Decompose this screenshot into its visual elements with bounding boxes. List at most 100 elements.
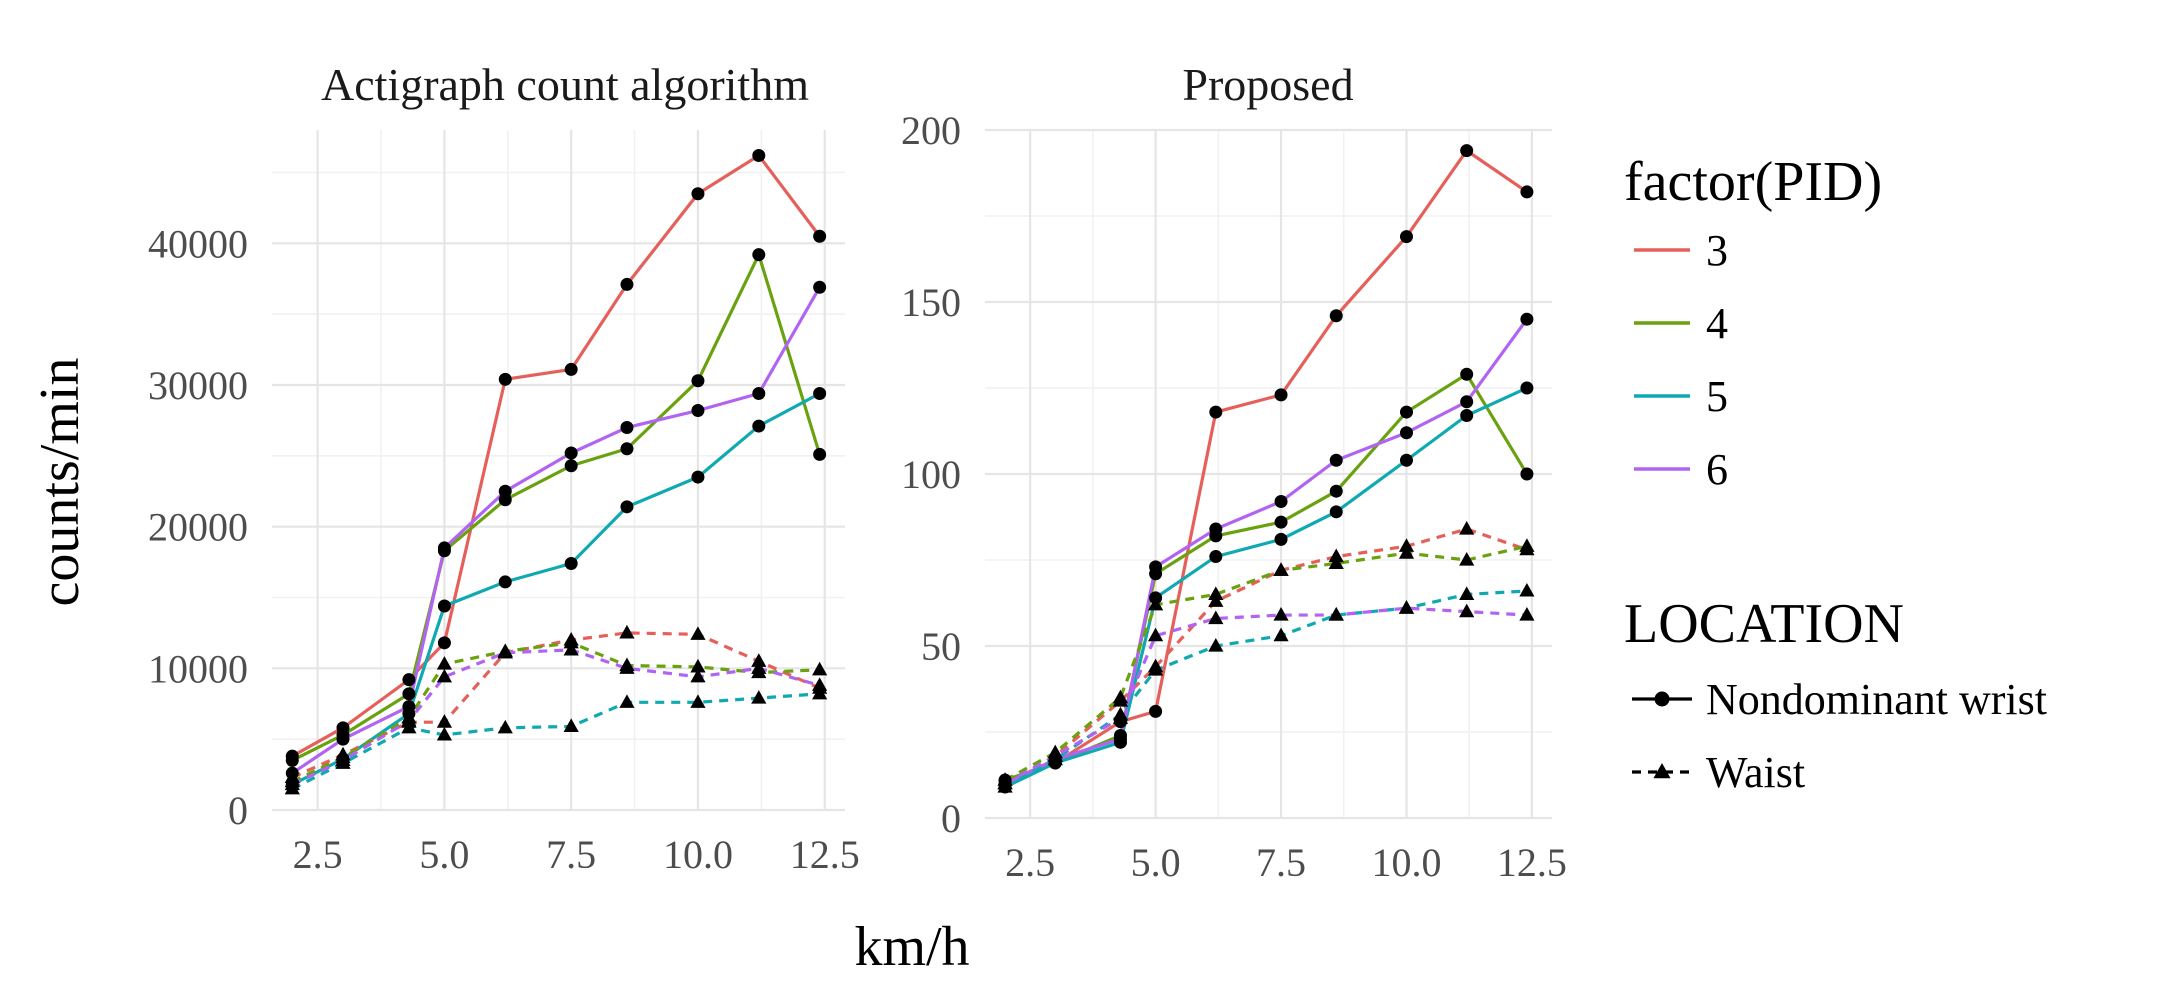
data-point-circle [620,442,633,455]
legend: factor(PID) 3 4 5 6 LOCATION Nondominant wr… [1624,151,2047,797]
y-tick-label: 30000 [148,363,248,408]
x-axis-title: km/h [854,916,969,978]
x-tick-label: 2.5 [1005,840,1055,885]
y-tick-label: 200 [901,108,961,153]
data-point-circle [1460,409,1473,422]
panel-proposed: 0 50 100 150 200 2.5 5.0 7.5 10.0 12.5 Proposed [901,59,1567,885]
y-tick-label: 150 [901,280,961,325]
data-point-triangle [437,714,452,728]
data-point-circle [1275,533,1288,546]
data-point-circle [565,557,578,570]
data-point-circle [620,278,633,291]
data-point-triangle [1459,521,1474,535]
data-point-circle [565,459,578,472]
data-point-circle [752,248,765,261]
data-point-triangle [1399,545,1414,559]
data-point-circle [402,673,415,686]
x-tick-label: 5.0 [419,832,469,877]
data-point-circle [752,387,765,400]
data-point-circle [499,373,512,386]
data-point-triangle [1273,628,1288,642]
data-point-circle [1400,426,1413,439]
data-point-circle [402,687,415,700]
data-point-circle [691,374,704,387]
panel-title-proposed: Proposed [1182,59,1353,110]
data-point-circle [1400,406,1413,419]
x-tick-label: 10.0 [1371,840,1441,885]
data-point-circle [438,636,451,649]
data-point-circle [1330,505,1343,518]
legend-label-pid-5: 5 [1706,372,1728,421]
y-tick-label: 0 [941,796,961,841]
legend-key-circle-marker [1655,692,1670,707]
y-tick-label: 50 [921,624,961,669]
legend-label-pid-4: 4 [1706,299,1728,348]
data-point-circle [1520,313,1533,326]
data-point-circle [620,500,633,513]
y-tick-label: 10000 [148,646,248,691]
series-line-pid-3-wrist [1005,151,1527,781]
x-tick-label: 12.5 [1497,840,1567,885]
data-point-circle [336,733,349,746]
data-point-circle [1209,550,1222,563]
series-line-pid-5-wrist [1005,388,1527,787]
y-tick-label: 40000 [148,221,248,266]
data-point-circle [691,404,704,417]
data-point-circle [813,281,826,294]
y-tick-label: 20000 [148,505,248,550]
data-point-circle [1275,388,1288,401]
x-tick-label: 5.0 [1131,840,1181,885]
series-line-pid-6-wrist [1005,319,1527,783]
data-point-triangle [751,660,766,674]
series-line-pid-5-waist [1005,591,1527,787]
legend-label-pid-3: 3 [1706,226,1728,275]
x-tick-label: 12.5 [790,832,860,877]
data-point-circle [1520,185,1533,198]
y-axis-title: counts/min [29,358,91,607]
data-point-circle [1330,485,1343,498]
data-point-triangle [437,656,452,670]
data-point-circle [565,447,578,460]
x-tick-label: 7.5 [546,832,596,877]
x-tick-label: 7.5 [1256,840,1306,885]
data-point-circle [1330,309,1343,322]
panel-actigraph: 010000200003000040000 2.5 5.0 7.5 10.0 12.5 … [148,59,860,877]
data-point-circle [752,149,765,162]
data-point-circle [499,485,512,498]
data-point-circle [620,421,633,434]
legend-label-location: Waist [1706,748,1805,797]
data-point-circle [1149,560,1162,573]
data-point-circle [1520,468,1533,481]
data-point-circle [286,754,299,767]
data-point-circle [813,387,826,400]
data-point-circle [1460,368,1473,381]
y-tick-label: 0 [228,788,248,833]
legend-color-title: factor(PID) [1624,151,1882,213]
legend-label-location: Nondominant wrist [1706,675,2047,724]
data-point-circle [1275,495,1288,508]
data-point-circle [1275,516,1288,529]
panel-title-actigraph: Actigraph count algorithm [321,59,809,110]
data-point-triangle [690,626,705,640]
data-point-circle [565,363,578,376]
data-point-circle [1460,144,1473,157]
data-point-triangle [498,720,513,734]
data-point-circle [1520,382,1533,395]
legend-linetype-title: LOCATION [1624,593,1904,655]
data-point-circle [1209,523,1222,536]
data-point-circle [691,471,704,484]
x-tick-label: 10.0 [663,832,733,877]
data-point-circle [813,230,826,243]
data-point-circle [1460,395,1473,408]
series-line-pid-6-waist [1005,608,1527,783]
data-point-circle [438,541,451,554]
data-point-circle [691,187,704,200]
data-point-circle [1330,454,1343,467]
data-point-circle [438,600,451,613]
x-tick-label: 2.5 [293,832,343,877]
legend-label-pid-6: 6 [1706,445,1728,494]
y-tick-label: 100 [901,452,961,497]
data-point-circle [1209,406,1222,419]
data-point-circle [813,448,826,461]
